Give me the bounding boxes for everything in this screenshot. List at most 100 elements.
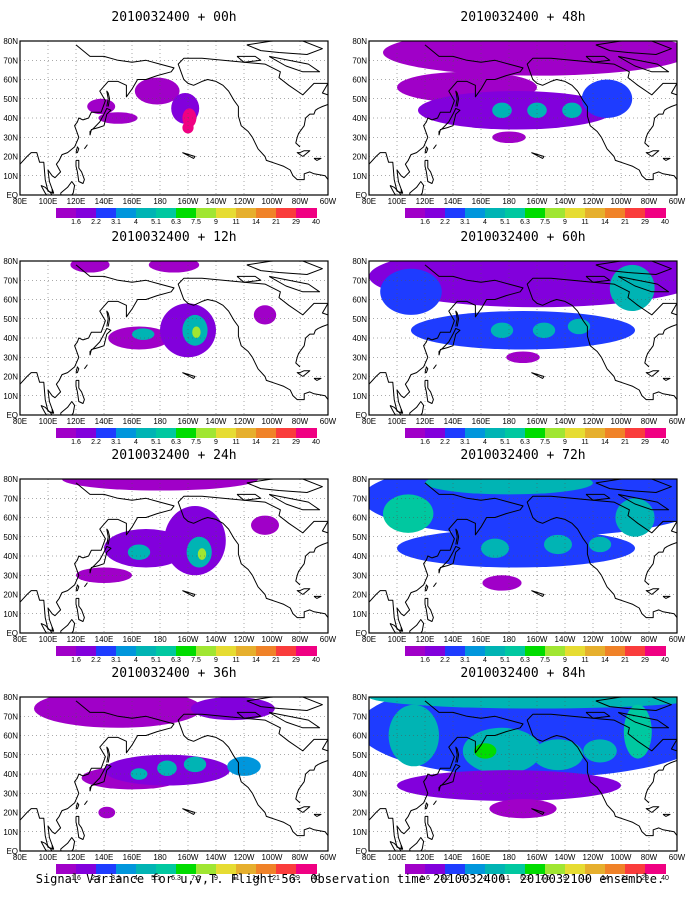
variance-map-panel: 80N 70N 60N 50N 40N 30N 20N 10N EQ 80E 100E 120E 140… [352, 257, 685, 426]
colorbar-swatch [645, 208, 666, 218]
lon-tick-label: 180 [502, 635, 516, 644]
colorbar: 1.6 2.2 3.1 4 5.1 6.3 7.5 9 11 14 21 29 40 [405, 646, 669, 666]
colorbar-swatch [625, 646, 646, 656]
colorbar-label: 11 [581, 219, 589, 226]
coastline [455, 746, 460, 763]
panel-title: 2010032400 + 00h [111, 10, 237, 25]
coastline [75, 597, 85, 622]
lon-tick-label: 60W [320, 635, 337, 644]
map-frame [19, 40, 329, 196]
colorbar-swatch [585, 428, 606, 438]
colorbar-label: 21 [272, 219, 280, 226]
lon-tick-label: 160W [178, 853, 199, 862]
coastline [595, 41, 672, 55]
lat-tick-label: 50N [3, 533, 18, 542]
colorbar-label: 11 [232, 219, 240, 226]
colorbar-label: 6.3 [171, 439, 181, 446]
coastline [645, 370, 660, 377]
lon-tick-label: 160W [527, 417, 548, 426]
map-frame [368, 478, 678, 634]
coastline [424, 802, 429, 810]
colorbar-label: 6.3 [171, 219, 181, 226]
lon-tick-label: 140E [444, 635, 463, 644]
coastline [236, 493, 262, 501]
variance-region [425, 479, 593, 495]
coastline [295, 324, 328, 368]
coastline [585, 711, 611, 719]
colorbar-swatch [545, 646, 566, 656]
colorbar-swatch [445, 864, 466, 874]
colorbar-label: 1.6 [71, 219, 81, 226]
colorbar-label: 21 [621, 657, 629, 664]
lat-tick-label: 20N [352, 373, 367, 382]
colorbar-label: 9 [214, 219, 218, 226]
colorbar-label: 1.6 [420, 657, 430, 664]
colorbar-label: 6.3 [520, 439, 530, 446]
colorbar-label: 1.6 [71, 657, 81, 664]
colorbar-swatch [96, 646, 117, 656]
lat-tick-label: 60N [352, 296, 367, 305]
colorbar-swatch [156, 428, 177, 438]
lat-tick-label: EQ [6, 847, 18, 856]
colorbar-label: 29 [292, 439, 300, 446]
variance-map-panel: 80N 70N 60N 50N 40N 30N 20N 10N EQ 80E 100E 120E 140… [3, 475, 336, 644]
colorbar-swatch [96, 208, 117, 218]
colorbar-swatch [425, 208, 446, 218]
colorbar-swatch [445, 208, 466, 218]
lon-tick-label: 60W [669, 197, 686, 206]
lon-tick-label: 100W [262, 635, 283, 644]
coastline [595, 697, 672, 711]
lat-tick-label: 50N [3, 315, 18, 324]
coastline [51, 409, 55, 414]
coastline [409, 619, 425, 633]
coastline [313, 813, 322, 817]
colorbar-label: 14 [601, 657, 609, 664]
coastline [424, 815, 434, 840]
lon-tick-label: 160W [178, 635, 199, 644]
variance-region [489, 799, 557, 819]
variance-map-panel: 80N 70N 60N 50N 40N 30N 20N 10N EQ 80E 100E 120E 140… [352, 693, 685, 862]
coastline [313, 595, 322, 599]
coastline [182, 590, 196, 597]
map-frame [19, 260, 329, 416]
lon-tick-label: 120E [67, 853, 86, 862]
lon-tick-label: 180 [502, 197, 516, 206]
coastline [106, 746, 111, 763]
colorbar-label: 9 [214, 875, 218, 882]
lon-tick-label: 140W [555, 417, 576, 426]
colorbar: 1.6 2.2 3.1 4 5.1 6.3 7.5 9 11 14 21 29 40 [56, 646, 320, 666]
colorbar-swatch [605, 864, 626, 874]
variance-region [623, 704, 652, 759]
lon-tick-label: 120E [67, 635, 86, 644]
colorbar-label: 4 [134, 657, 138, 664]
coastline [617, 55, 670, 73]
variance-region [506, 351, 540, 364]
map-frame [19, 696, 329, 852]
colorbar-swatch [425, 646, 446, 656]
lon-tick-label: 80E [13, 417, 27, 426]
coastline [321, 83, 328, 96]
colorbar-swatch [645, 428, 666, 438]
lat-tick-label: 20N [352, 809, 367, 818]
colorbar-label: 2.2 [91, 219, 101, 226]
colorbar-swatch [56, 208, 77, 218]
lon-tick-label: 120W [583, 197, 604, 206]
colorbar-label: 7.5 [540, 657, 550, 664]
lat-tick-label: EQ [6, 411, 18, 420]
variance-region [190, 697, 275, 721]
colorbar-label: 21 [272, 657, 280, 664]
coastline [89, 545, 112, 574]
variance-map-panel: 80N 70N 60N 50N 40N 30N 20N 10N EQ 80E 100E 120E 140… [3, 37, 336, 206]
lon-tick-label: 120E [67, 417, 86, 426]
coastline [400, 189, 404, 194]
colorbar-label: 5.1 [500, 219, 510, 226]
colorbar-label: 40 [312, 875, 320, 882]
colorbar-swatch [465, 428, 486, 438]
colorbar-label: 11 [581, 657, 589, 664]
lon-tick-label: 60W [669, 417, 686, 426]
lat-tick-label: 40N [3, 552, 18, 561]
colorbar-label: 40 [661, 439, 669, 446]
coastline [236, 275, 262, 283]
